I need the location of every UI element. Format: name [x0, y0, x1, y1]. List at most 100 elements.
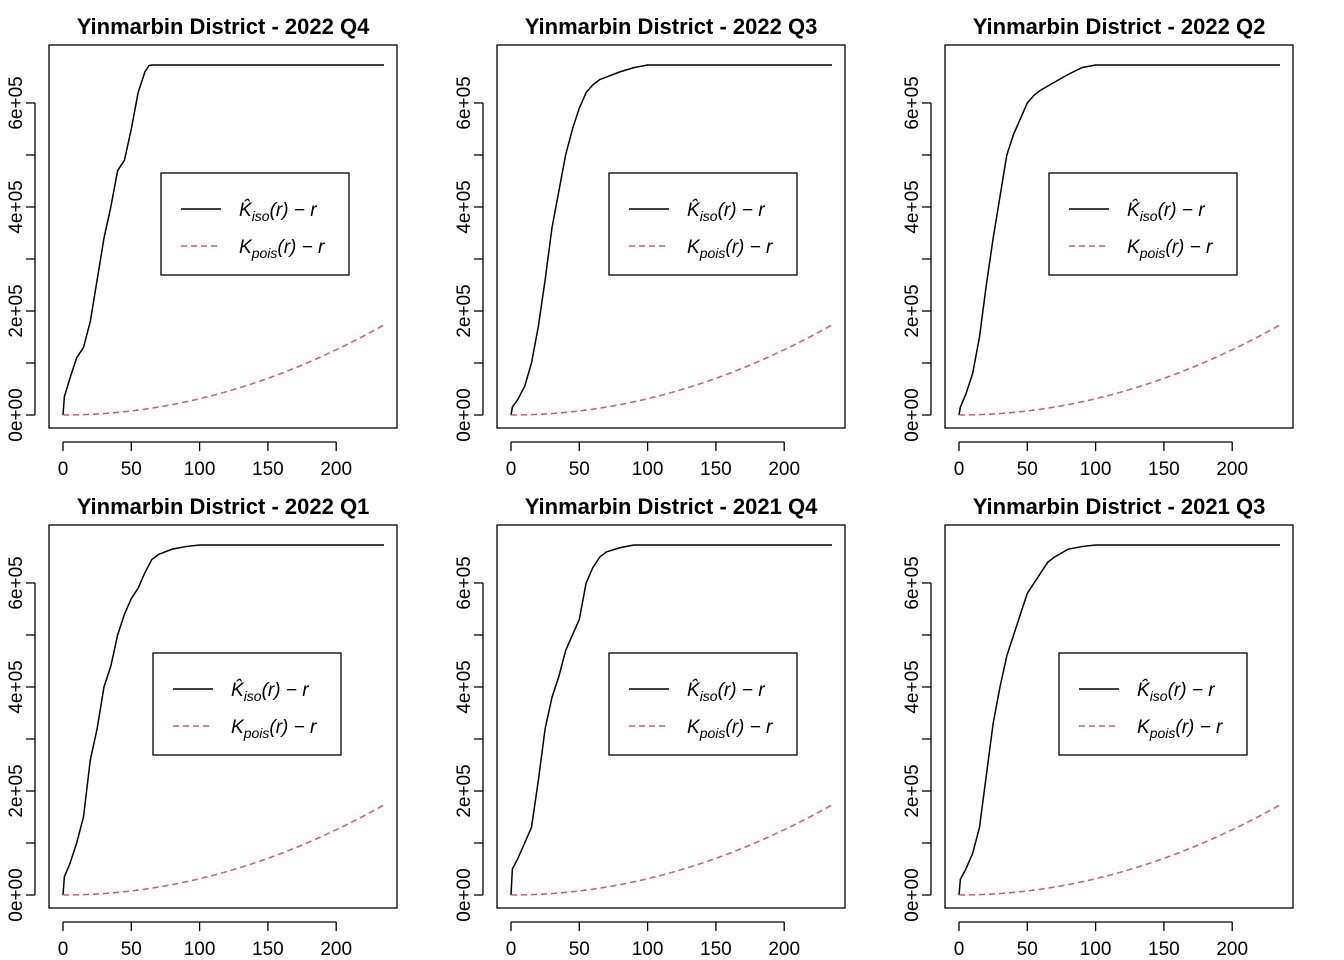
x-tick-label: 100: [632, 939, 664, 960]
x-tick-label: 0: [506, 459, 517, 480]
x-tick-label: 150: [700, 459, 732, 480]
legend-label-main: K̂: [687, 679, 701, 701]
x-tick-label: 100: [1080, 939, 1112, 960]
y-tick-label: 0e+00: [902, 868, 923, 921]
kpois-line: [62, 804, 385, 896]
y-tick-label: 2e+05: [454, 764, 475, 817]
plot-frame: [496, 524, 846, 909]
legend-label-sub: iso: [244, 688, 262, 704]
x-tick-label: 0: [58, 939, 69, 960]
y-tick-label: 6e+05: [6, 556, 27, 609]
x-tick-label: 100: [1080, 459, 1112, 480]
x-tick-label: 50: [1017, 459, 1038, 480]
x-tick-label: 0: [954, 459, 965, 480]
y-tick-label: 2e+05: [902, 764, 923, 817]
legend-label-sub: pois: [1139, 245, 1166, 261]
y-tick-label: 0e+00: [6, 388, 27, 441]
legend-label: Kpois(r) − r: [239, 237, 325, 261]
y-tick-label: 4e+05: [902, 180, 923, 233]
legend-box: [152, 652, 342, 756]
y-tick-label: 6e+05: [902, 556, 923, 609]
kiso-line: [510, 544, 832, 896]
legend-box: [1048, 172, 1238, 276]
legend-label-sub: iso: [252, 208, 270, 224]
chart-title: Yinmarbin District - 2022 Q4: [77, 14, 370, 39]
legend-label-main: K̂: [1127, 199, 1141, 221]
legend-label: Kpois(r) − r: [687, 717, 773, 741]
x-tick-label: 100: [632, 459, 664, 480]
x-tick-label: 200: [320, 459, 352, 480]
y-tick-label: 6e+05: [902, 76, 923, 129]
kiso-line: [510, 64, 832, 416]
y-tick-label: 0e+00: [902, 388, 923, 441]
y-tick-label: 2e+05: [6, 284, 27, 337]
x-tick-label: 150: [252, 939, 284, 960]
legend-label: K̂iso(r) − r: [239, 199, 317, 224]
legend-label-sub: pois: [243, 725, 270, 741]
legend-label-main: K̂: [687, 199, 701, 221]
kpois-line: [958, 324, 1281, 416]
chart-title: Yinmarbin District - 2022 Q1: [77, 494, 370, 519]
legend-label: Kpois(r) − r: [687, 237, 773, 261]
y-tick-label: 4e+05: [454, 180, 475, 233]
kiso-line: [958, 64, 1280, 416]
legend-label-tail: (r) − r: [262, 680, 310, 701]
legend-label: K̂iso(r) − r: [1127, 199, 1205, 224]
legend: K̂iso(r) − r Kpois(r) − r: [160, 172, 350, 276]
legend-label: K̂iso(r) − r: [687, 679, 765, 704]
chart-panel: Yinmarbin District - 2021 Q4 0 50 100 150 200…: [454, 494, 846, 960]
plot-frame: [944, 524, 1294, 909]
x-tick-label: 100: [184, 939, 216, 960]
chart-title: Yinmarbin District - 2022 Q3: [525, 14, 818, 39]
chart-title: Yinmarbin District - 2021 Q3: [973, 494, 1266, 519]
kiso-line: [62, 544, 384, 896]
legend-label-tail: (r) − r: [725, 237, 773, 258]
legend-label-sub: iso: [1150, 688, 1168, 704]
legend-box: [160, 172, 350, 276]
x-tick-label: 200: [1216, 459, 1248, 480]
x-tick-label: 50: [569, 459, 590, 480]
legend-box: [608, 652, 798, 756]
legend-label-main: K: [1127, 237, 1141, 258]
y-tick-label: 6e+05: [454, 556, 475, 609]
kpois-line: [510, 324, 833, 416]
x-tick-label: 0: [954, 939, 965, 960]
kpois-line: [958, 804, 1281, 896]
legend-label-tail: (r) − r: [269, 717, 317, 738]
x-tick-label: 200: [320, 939, 352, 960]
y-tick-label: 4e+05: [6, 180, 27, 233]
legend-label-tail: (r) − r: [1165, 237, 1213, 258]
y-tick-label: 4e+05: [902, 660, 923, 713]
x-tick-label: 150: [252, 459, 284, 480]
legend-label-tail: (r) − r: [1168, 680, 1216, 701]
chart-panel: Yinmarbin District - 2022 Q3 0 50 100 150 200…: [454, 14, 846, 480]
legend-label-sub: iso: [700, 688, 718, 704]
legend-label-sub: pois: [251, 245, 278, 261]
x-tick-label: 50: [121, 459, 142, 480]
chart-panel: Yinmarbin District - 2021 Q3 0 50 100 150 200…: [902, 494, 1294, 960]
legend-label: K̂iso(r) − r: [1137, 679, 1215, 704]
legend-box: [608, 172, 798, 276]
x-tick-label: 0: [506, 939, 517, 960]
legend-label-tail: (r) − r: [725, 717, 773, 738]
x-tick-label: 50: [1017, 939, 1038, 960]
kpois-line: [62, 324, 385, 416]
legend-label-tail: (r) − r: [718, 680, 766, 701]
legend-label-tail: (r) − r: [718, 200, 766, 221]
chart-title: Yinmarbin District - 2022 Q2: [973, 14, 1266, 39]
plot-frame: [496, 44, 846, 429]
x-tick-label: 150: [1148, 939, 1180, 960]
legend-label-main: K: [239, 237, 253, 258]
chart-panel: Yinmarbin District - 2022 Q1 0 50 100 150 200…: [6, 494, 398, 960]
kiso-line: [62, 64, 384, 416]
x-tick-label: 150: [700, 939, 732, 960]
y-tick-label: 6e+05: [6, 76, 27, 129]
legend-label-main: K̂: [239, 199, 253, 221]
y-tick-label: 2e+05: [6, 764, 27, 817]
legend-label-sub: iso: [1140, 208, 1158, 224]
